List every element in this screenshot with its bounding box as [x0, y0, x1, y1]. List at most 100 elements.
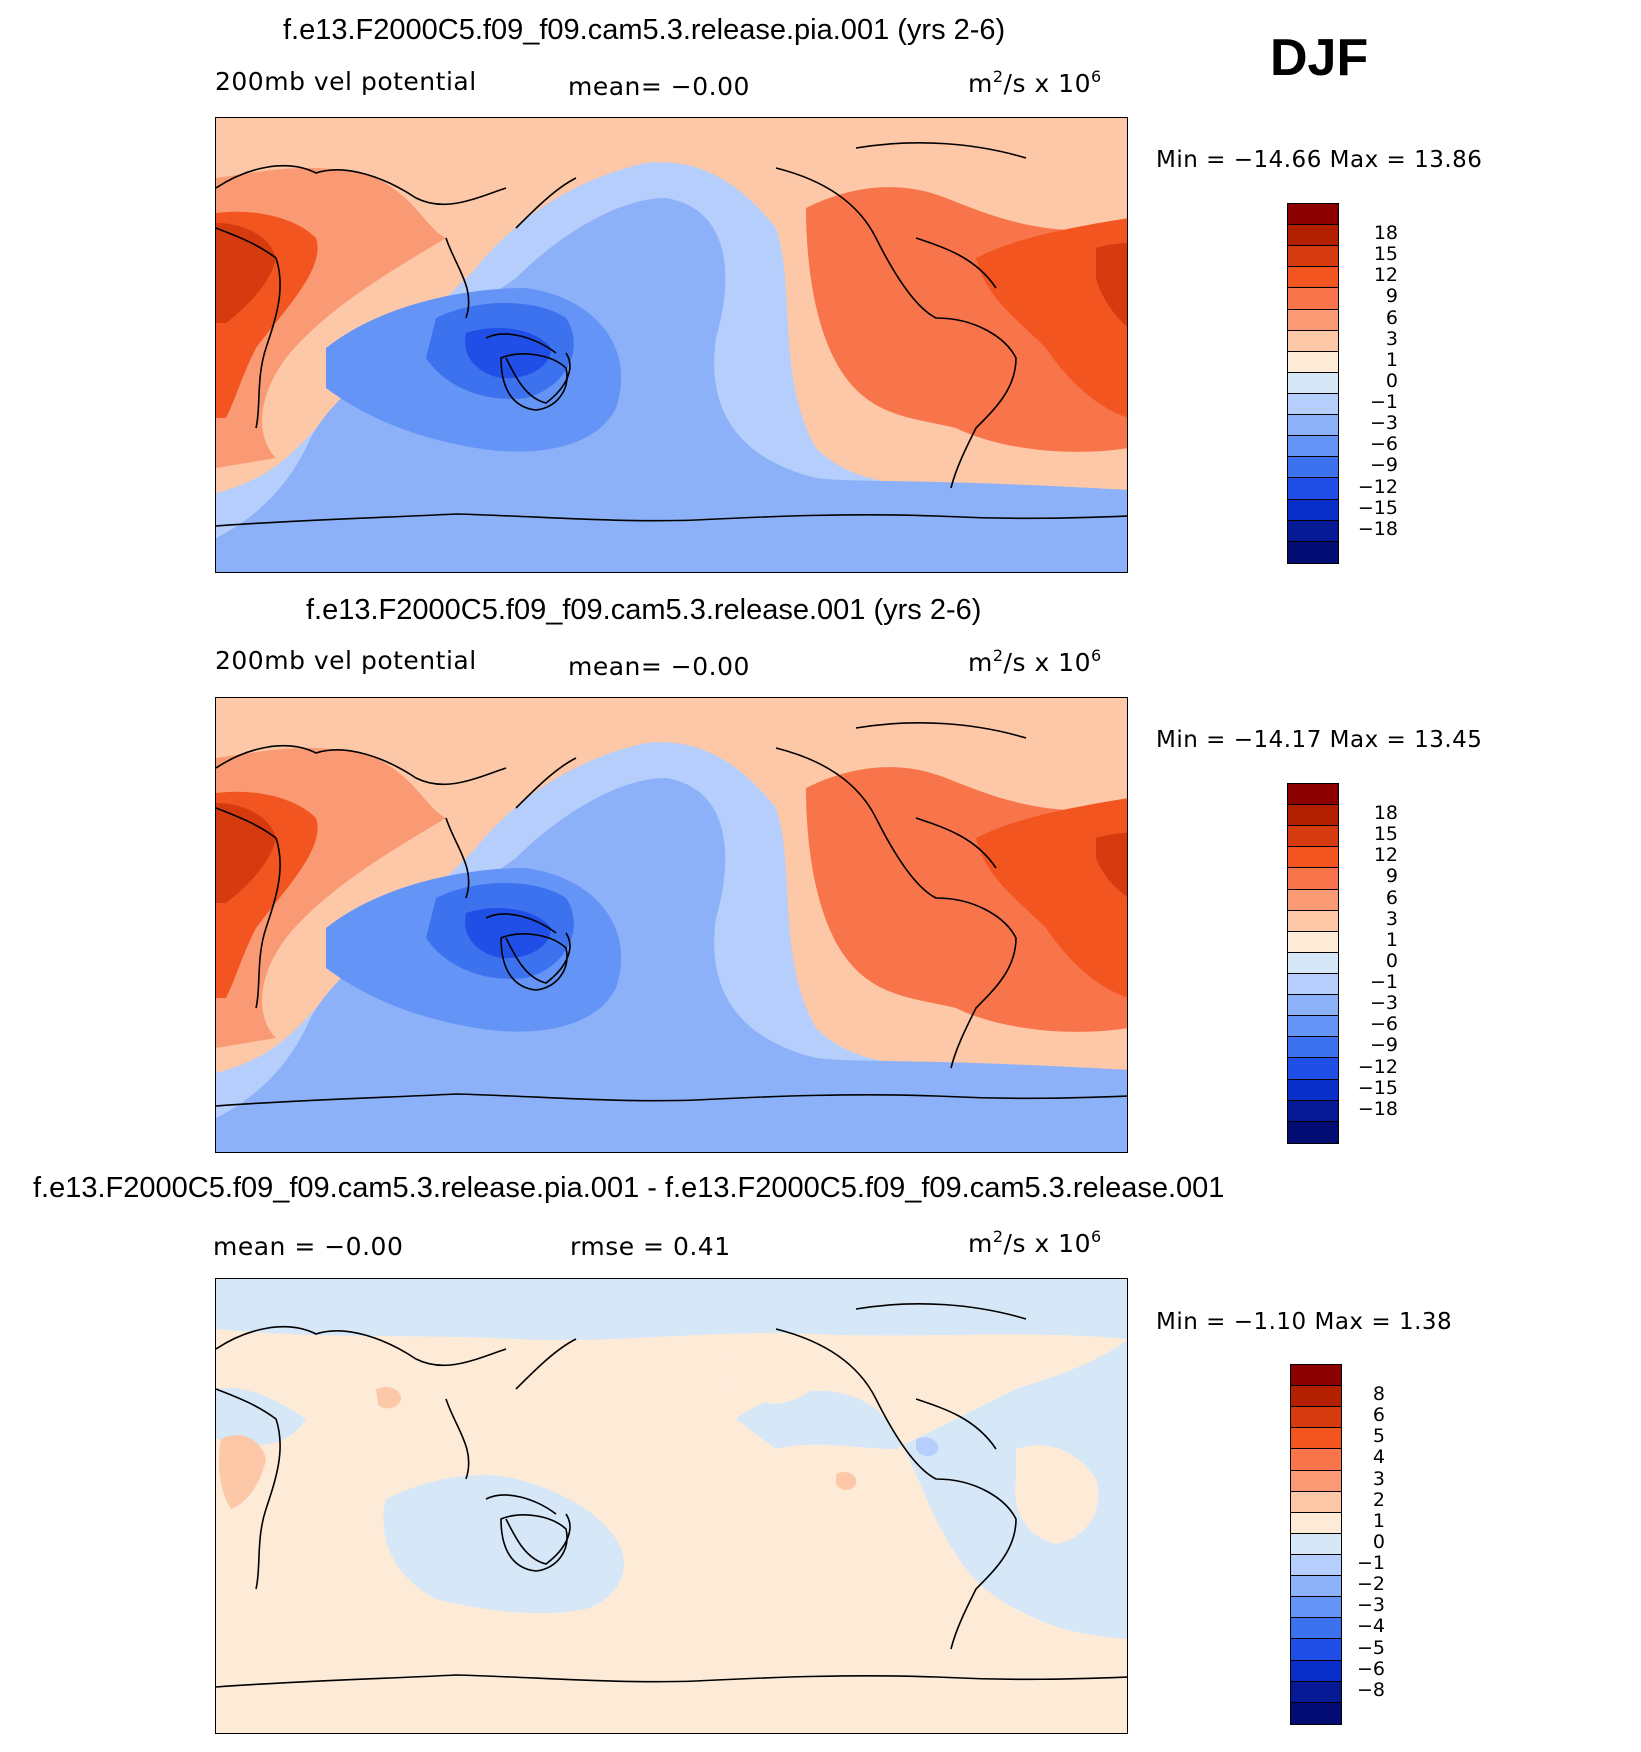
- field-positive-spot-africa: [219, 1435, 266, 1509]
- colorbar-segment: [1291, 1470, 1341, 1492]
- colorbar-tick-label: 18: [1373, 222, 1398, 245]
- colorbar-segment: [1288, 267, 1338, 289]
- colorbar-tick-label: 4: [1372, 1446, 1385, 1469]
- colorbar-segment: [1288, 309, 1338, 331]
- field-positive-atlantic: [976, 798, 1127, 998]
- field-negative-spot-caribbean: [916, 1437, 939, 1457]
- colorbar-tick-label: −8: [1356, 1678, 1385, 1701]
- colorbar-tick-label: 2: [1372, 1488, 1385, 1511]
- colorbar-segment: [1291, 1533, 1341, 1555]
- panel-3-units: m2/s x 106: [968, 1227, 1102, 1258]
- field-negative-max: [465, 328, 551, 379]
- colorbar-segment: [1288, 225, 1338, 247]
- colorbar-segment: [1291, 1512, 1341, 1534]
- field-negative-west: [216, 1388, 306, 1445]
- panel-1-map: [215, 117, 1128, 573]
- colorbar-tick-label: −2: [1356, 1573, 1385, 1596]
- colorbar-tick-label: −4: [1356, 1615, 1385, 1638]
- colorbar-segment: [1288, 415, 1338, 437]
- coastline-asia-pacific: [445, 177, 577, 404]
- coastline-antarctica: [216, 1674, 1127, 1688]
- coastline-north-america-east: [855, 141, 1027, 289]
- panel-3-mean-label: mean = −0.00: [213, 1232, 404, 1261]
- colorbar-tick-label: −1: [1369, 971, 1398, 994]
- colorbar-segment: [1288, 1037, 1338, 1059]
- colorbar-segment: [1288, 847, 1338, 869]
- coastline-australia: [500, 1514, 568, 1572]
- colorbar-tick-label: −18: [1357, 1097, 1398, 1120]
- colorbar-tick-label: −1: [1369, 391, 1398, 414]
- colorbar-segment: [1288, 372, 1338, 394]
- panel-3-map: [215, 1278, 1128, 1734]
- colorbar-segment: [1288, 889, 1338, 911]
- coastline-antarctica: [216, 513, 1127, 527]
- colorbar-tick-label: −18: [1357, 517, 1398, 540]
- colorbar-tick-label: 0: [1372, 1530, 1385, 1553]
- colorbar-tick-label: 9: [1385, 865, 1398, 888]
- colorbar-tick-label: 15: [1373, 243, 1398, 266]
- panel-2-minmax: Min = −14.17 Max = 13.45: [1156, 727, 1483, 753]
- colorbar-tick-label: −3: [1356, 1594, 1385, 1617]
- colorbar-segment: [1288, 520, 1338, 542]
- colorbar-tick-label: −6: [1369, 1013, 1398, 1036]
- colorbar-segment: [1291, 1449, 1341, 1471]
- colorbar-segment: [1291, 1597, 1341, 1619]
- season-label: DJF: [1270, 29, 1369, 87]
- colorbar-segment: [1288, 784, 1338, 806]
- panel-1-minmax: Min = −14.66 Max = 13.86: [1156, 147, 1483, 173]
- colorbar-segment: [1291, 1386, 1341, 1408]
- panel-3-rmse-label: rmse = 0.41: [570, 1232, 731, 1261]
- field-positive-north-pacific: [716, 1340, 824, 1404]
- panel-1-colorbar: [1287, 203, 1339, 564]
- field-negative-north: [216, 1279, 1127, 1341]
- panel-2-title: f.e13.F2000C5.f09_f09.cam5.3.release.001…: [306, 594, 982, 626]
- field-negative-pacific: [216, 198, 1127, 572]
- field-positive-atlantic-max: [1096, 243, 1127, 327]
- panel-3-colorbar-labels: 8 6 5 4 3 2 1 0 −1 −2 −3 −4 −5 −6 −8: [1333, 1364, 1385, 1725]
- coastline-north-america-east: [855, 1302, 1027, 1450]
- colorbar-tick-label: 0: [1385, 949, 1398, 972]
- colorbar-segment: [1288, 351, 1338, 373]
- panel-2-colorbar: [1287, 783, 1339, 1144]
- colorbar-tick-label: 1: [1385, 928, 1398, 951]
- colorbar-tick-label: −5: [1356, 1636, 1385, 1659]
- colorbar-segment: [1291, 1407, 1341, 1429]
- colorbar-segment: [1291, 1702, 1341, 1724]
- colorbar-tick-label: 18: [1373, 802, 1398, 825]
- colorbar-segment: [1288, 1100, 1338, 1122]
- field-positive-atlantic: [976, 218, 1127, 418]
- colorbar-segment: [1288, 910, 1338, 932]
- field-negative-pacific: [216, 778, 1127, 1152]
- colorbar-tick-label: −12: [1357, 475, 1398, 498]
- panel-1-units: m2/s x 106: [968, 67, 1102, 98]
- colorbar-tick-label: 1: [1385, 348, 1398, 371]
- colorbar-segment: [1291, 1639, 1341, 1661]
- colorbar-segment: [1288, 826, 1338, 848]
- colorbar-tick-label: −15: [1357, 496, 1398, 519]
- coastline-eurasia-africa: [216, 745, 507, 1009]
- field-negative-americas: [736, 1340, 1127, 1639]
- panel-2-colorbar-labels: 18 15 12 9 6 3 1 0 −1 −3 −6 −9 −12 −15 −18: [1330, 783, 1398, 1144]
- coastline-americas: [775, 167, 1017, 489]
- colorbar-segment: [1291, 1618, 1341, 1640]
- colorbar-segment: [1288, 1121, 1338, 1143]
- coastline-north-america-east: [855, 721, 1027, 869]
- colorbar-segment: [1291, 1576, 1341, 1598]
- colorbar-segment: [1288, 393, 1338, 416]
- colorbar-tick-label: −15: [1357, 1076, 1398, 1099]
- panel-3-minmax: Min = −1.10 Max = 1.38: [1156, 1309, 1453, 1335]
- coastline-australia: [500, 933, 568, 991]
- colorbar-segment: [1288, 1016, 1338, 1038]
- colorbar-segment: [1288, 952, 1338, 974]
- field-positive-spot-pacific: [836, 1472, 857, 1490]
- colorbar-tick-label: 5: [1372, 1425, 1385, 1448]
- colorbar-tick-label: 12: [1373, 844, 1398, 867]
- field-positive-atlantic-max: [1096, 833, 1127, 897]
- colorbar-tick-label: −9: [1369, 454, 1398, 477]
- colorbar-tick-label: −6: [1369, 433, 1398, 456]
- colorbar-tick-label: −1: [1356, 1552, 1385, 1575]
- panel-1-colorbar-labels: 18 15 12 9 6 3 1 0 −1 −3 −6 −9 −12 −15 −18: [1330, 203, 1398, 564]
- colorbar-segment: [1291, 1660, 1341, 1682]
- field-positive-spot-asia: [376, 1387, 401, 1409]
- panel-2-map: [215, 697, 1128, 1153]
